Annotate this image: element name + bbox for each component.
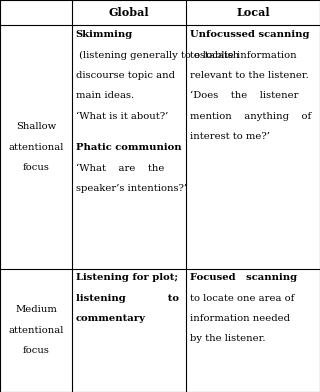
Text: relevant to the listener.: relevant to the listener. (190, 71, 309, 80)
Text: information needed: information needed (190, 314, 290, 323)
Text: Local: Local (236, 7, 270, 18)
Text: attentional: attentional (8, 143, 64, 151)
Text: discourse topic and: discourse topic and (76, 71, 175, 80)
Text: listening            to: listening to (76, 294, 179, 303)
Text: mention    anything    of: mention anything of (190, 112, 311, 121)
Text: focus: focus (23, 163, 49, 172)
Text: ‘Does    the    listener: ‘Does the listener (190, 91, 299, 100)
Text: Skimming: Skimming (76, 30, 133, 39)
Text: focus: focus (23, 346, 49, 355)
Text: ‘What is it about?’: ‘What is it about?’ (76, 112, 168, 121)
Text: (listening generally to establish: (listening generally to establish (76, 51, 239, 60)
Text: main ideas.: main ideas. (76, 91, 134, 100)
Text: Global: Global (109, 7, 149, 18)
Text: Unfocussed scanning: Unfocussed scanning (190, 30, 310, 39)
Text: commentary: commentary (76, 314, 146, 323)
Text: Listening for plot;: Listening for plot; (76, 273, 178, 282)
Text: to locate one area of: to locate one area of (190, 294, 295, 303)
Text: Focused   scanning: Focused scanning (190, 273, 297, 282)
Text: attentional: attentional (8, 326, 64, 335)
Text: speaker’s intentions?’: speaker’s intentions?’ (76, 184, 187, 193)
Text: Medium: Medium (15, 305, 57, 314)
Text: to locate information: to locate information (190, 51, 297, 60)
Text: Shallow: Shallow (16, 122, 56, 131)
Text: Phatic communion: Phatic communion (76, 143, 181, 152)
Text: interest to me?’: interest to me?’ (190, 132, 270, 141)
Text: by the listener.: by the listener. (190, 334, 266, 343)
Text: ‘What    are    the: ‘What are the (76, 164, 164, 173)
